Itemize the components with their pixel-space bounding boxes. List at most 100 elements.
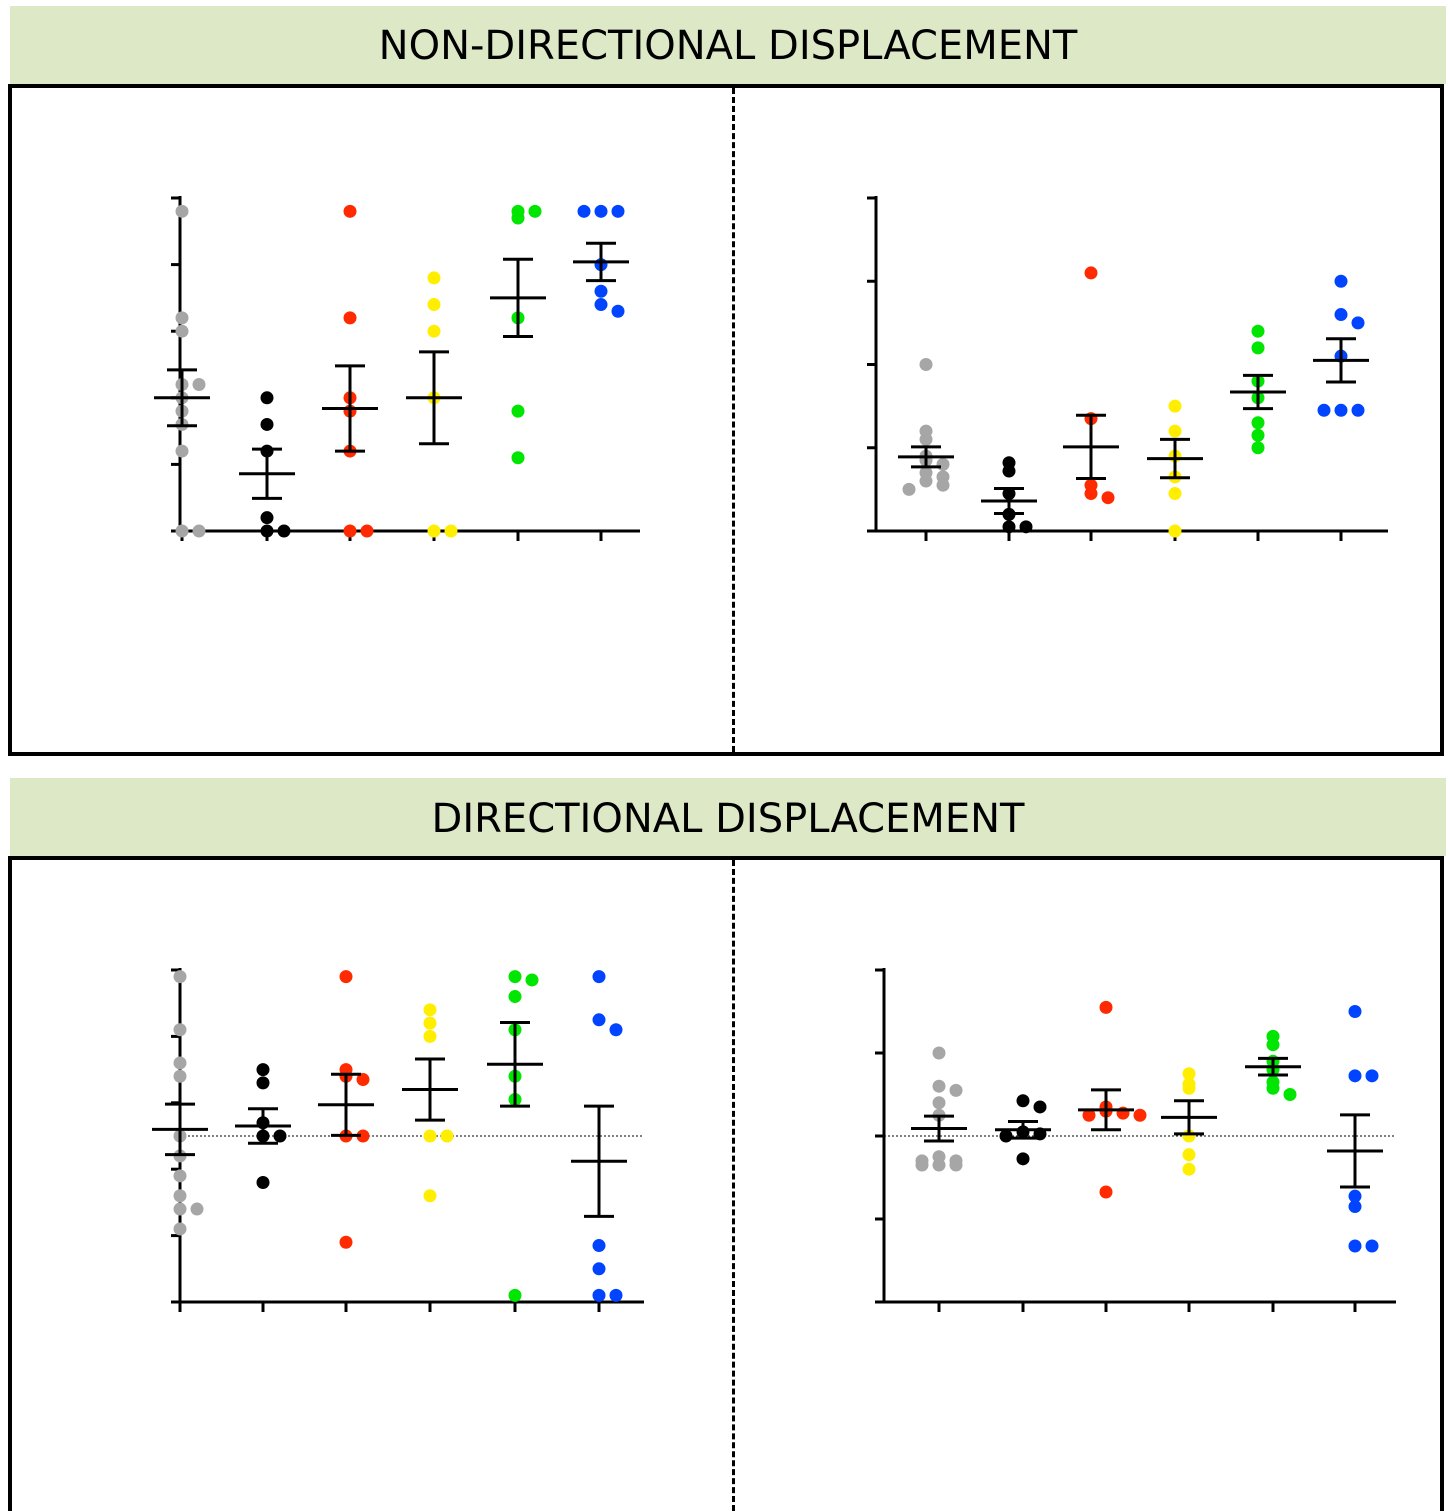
data-point: [339, 1235, 353, 1249]
data-point: [1348, 1239, 1362, 1253]
data-point: [427, 324, 441, 338]
data-point: [423, 1016, 437, 1030]
data-point: [511, 211, 525, 225]
data-point: [173, 970, 187, 984]
data-point: [1365, 1239, 1379, 1253]
data-point: [1182, 1148, 1196, 1162]
data-point: [1002, 464, 1016, 478]
data-point: [256, 1076, 270, 1090]
data-point: [508, 990, 522, 1004]
data-point: [423, 1003, 437, 1017]
data-point: [173, 1023, 187, 1037]
data-point: [611, 204, 625, 218]
data-point: [1019, 520, 1033, 534]
data-point: [1182, 1067, 1196, 1081]
data-point: [173, 1222, 187, 1236]
data-point: [1251, 324, 1265, 338]
data-point: [511, 404, 525, 418]
data-point: [592, 1013, 606, 1027]
data-point: [173, 1189, 187, 1203]
data-point: [1348, 1069, 1362, 1083]
data-point: [1348, 1005, 1362, 1018]
data-point: [932, 1046, 946, 1060]
chart-panel-a: [154, 196, 640, 541]
data-point: [932, 1158, 946, 1172]
data-point: [1168, 487, 1182, 501]
data-point: [1266, 1081, 1280, 1095]
data-point: [1266, 1038, 1280, 1052]
data-point: [528, 204, 542, 218]
data-point: [423, 1129, 437, 1143]
data-point: [1334, 403, 1348, 417]
data-point: [175, 311, 189, 325]
data-point: [936, 478, 950, 492]
section-title-top: NON-DIRECTIONAL DISPLACEMENT: [378, 23, 1078, 69]
data-point: [1016, 1152, 1030, 1166]
data-point: [1182, 1081, 1196, 1095]
section-box-top: [8, 84, 1444, 756]
data-point: [508, 1288, 522, 1302]
data-point: [919, 474, 933, 488]
data-point: [192, 377, 206, 391]
data-point: [1101, 491, 1115, 505]
data-point: [594, 298, 608, 312]
data-point: [902, 482, 916, 496]
data-point: [1182, 1162, 1196, 1176]
data-point: [444, 524, 458, 538]
data-point: [1168, 524, 1182, 538]
data-point: [592, 1239, 606, 1253]
data-point: [1283, 1088, 1297, 1101]
section-box-bottom: [8, 856, 1444, 1511]
data-point: [260, 391, 274, 405]
data-point: [192, 524, 206, 538]
data-point: [525, 973, 539, 987]
chart-panel-d: [875, 968, 1396, 1312]
data-point: [256, 1063, 270, 1077]
data-point: [1084, 266, 1098, 280]
data-point: [1317, 403, 1331, 417]
data-point: [949, 1083, 963, 1097]
data-point: [343, 524, 357, 538]
data-point: [1099, 1000, 1113, 1014]
data-point: [173, 1169, 187, 1183]
data-point: [1351, 316, 1365, 330]
data-point: [594, 204, 608, 218]
data-point: [339, 970, 353, 984]
data-point: [427, 271, 441, 285]
data-point: [1002, 520, 1016, 534]
section-title-bottom: DIRECTIONAL DISPLACEMENT: [431, 796, 1025, 842]
data-point: [427, 298, 441, 312]
data-point: [609, 1288, 623, 1302]
data-point: [1251, 416, 1265, 430]
data-point: [175, 444, 189, 458]
data-point: [1365, 1069, 1379, 1083]
data-point: [1251, 428, 1265, 442]
panel-divider-top: [732, 88, 735, 752]
data-point: [360, 524, 374, 538]
data-point: [1334, 308, 1348, 322]
data-point: [592, 1288, 606, 1302]
data-point: [173, 1069, 187, 1083]
data-point: [915, 1158, 929, 1172]
data-point: [175, 324, 189, 338]
data-point: [1082, 1108, 1096, 1122]
panel-divider-bottom: [732, 860, 735, 1511]
data-point: [260, 524, 274, 538]
data-point: [1348, 1189, 1362, 1203]
data-point: [260, 511, 274, 525]
data-point: [1168, 399, 1182, 413]
data-point: [932, 1096, 946, 1110]
data-point: [1016, 1094, 1030, 1108]
data-point: [999, 1129, 1013, 1143]
data-point: [1351, 403, 1365, 417]
data-point: [919, 432, 933, 446]
data-point: [594, 284, 608, 298]
data-point: [577, 204, 591, 218]
data-point: [273, 1129, 287, 1143]
data-point: [609, 1023, 623, 1037]
data-point: [1033, 1100, 1047, 1114]
chart-panel-b: [867, 196, 1388, 541]
data-point: [1251, 441, 1265, 455]
data-point: [1084, 487, 1098, 501]
data-point: [356, 1129, 370, 1143]
